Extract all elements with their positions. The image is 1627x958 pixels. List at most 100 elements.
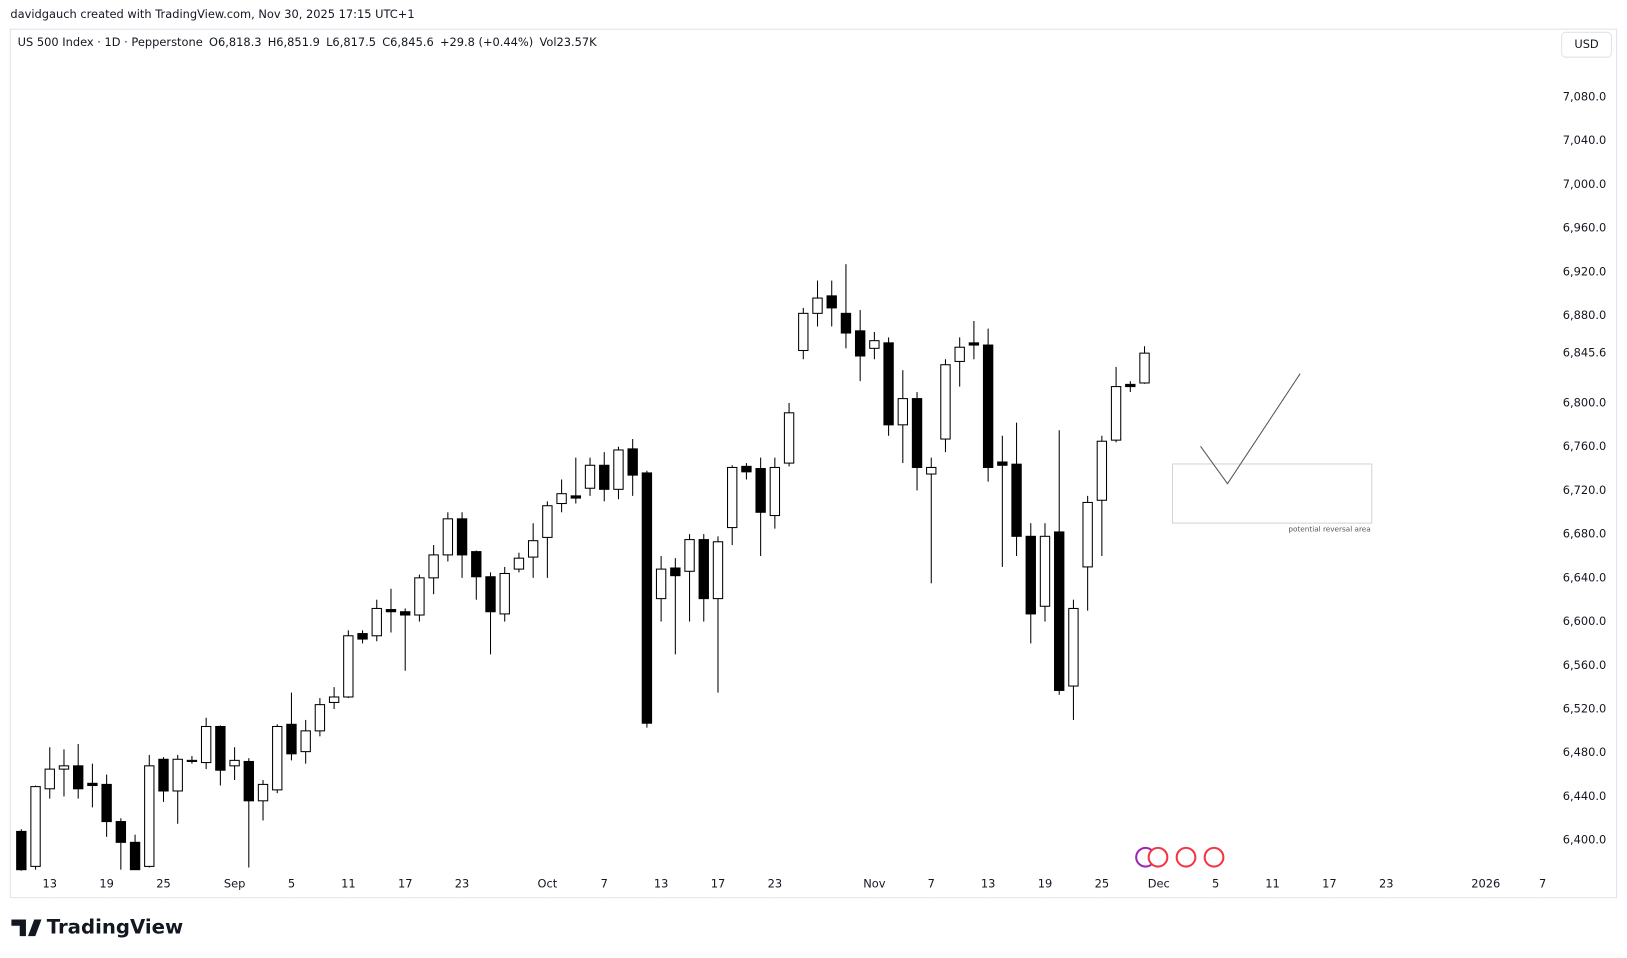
candle-body — [272, 725, 283, 791]
candle-body — [982, 344, 994, 468]
y-tick-label: 6,400.0 — [1563, 833, 1607, 847]
candle-body — [442, 518, 454, 556]
candle-body — [1096, 440, 1108, 501]
x-tick-label: Dec — [1148, 877, 1170, 891]
candle-body — [869, 340, 880, 349]
candle-body — [30, 786, 41, 867]
candle-body — [1125, 383, 1136, 388]
y-tick-label: 6,720.0 — [1563, 483, 1607, 497]
x-tick-label: 11 — [341, 877, 356, 891]
candle-body — [428, 554, 439, 579]
candle-body — [940, 364, 951, 440]
candle-body — [769, 466, 781, 517]
x-tick-label: 17 — [398, 877, 413, 891]
x-tick-label: Sep — [224, 877, 245, 891]
candle-body — [556, 493, 567, 505]
candle-body — [627, 448, 638, 476]
x-tick-label: 5 — [288, 877, 295, 891]
y-tick-label: 6,560.0 — [1563, 658, 1607, 672]
event-icon[interactable] — [1175, 846, 1197, 868]
legend-item: Vol23.57K — [539, 35, 597, 49]
candle-body — [570, 495, 581, 499]
currency-box[interactable] — [1561, 31, 1612, 58]
candle-body — [826, 295, 837, 309]
x-tick-label: 25 — [156, 877, 171, 891]
candle-body — [144, 765, 155, 867]
x-tick-label: Nov — [863, 877, 886, 891]
logo: TradingView — [11, 915, 183, 938]
candle-body — [414, 577, 425, 616]
candle-body — [798, 312, 809, 352]
candle-body — [1110, 386, 1122, 441]
event-icon[interactable] — [1147, 846, 1169, 868]
candle-body — [599, 464, 610, 490]
credit: davidgauch created with TradingView.com,… — [10, 7, 414, 21]
candle-body — [300, 730, 311, 753]
candle-body — [314, 704, 326, 732]
candle-body — [1139, 352, 1150, 384]
candle-body — [854, 330, 866, 357]
candle-body — [343, 635, 354, 698]
candle-body — [741, 465, 752, 473]
x-tick-label: 13 — [43, 877, 58, 891]
x-tick-label: 7 — [928, 877, 935, 891]
candle-body — [357, 633, 368, 640]
candle-body — [87, 782, 98, 787]
candle-body — [101, 783, 112, 823]
y-tick-label: 7,000.0 — [1563, 177, 1607, 191]
candle-body — [997, 461, 1008, 466]
x-tick-label: 23 — [455, 877, 470, 891]
candle-body — [840, 312, 852, 334]
x-tick-label: 19 — [1038, 877, 1053, 891]
candle-body — [73, 765, 84, 790]
x-tick-label: 5 — [1212, 877, 1219, 891]
candle-body — [712, 541, 724, 600]
candle-body — [1068, 607, 1079, 687]
legend-item: C6,845.6 — [382, 35, 434, 49]
candle-body — [400, 611, 411, 616]
legend-item: L6,817.5 — [326, 35, 376, 49]
candle-body — [954, 346, 965, 362]
logo-text: TradingView — [47, 915, 183, 938]
candle-body — [727, 466, 738, 529]
x-tick-label: 7 — [1539, 877, 1546, 891]
currency[interactable]: USD — [1574, 37, 1599, 51]
candle-body — [926, 466, 937, 475]
logo-mark — [11, 919, 42, 937]
legend-item: +29.8 (+0.44%) — [440, 35, 533, 49]
last-price-label: 6,845.6 — [1563, 346, 1607, 360]
x-tick-label: Oct — [538, 877, 558, 891]
candle-body — [513, 557, 525, 570]
candle-body — [613, 449, 624, 490]
candle-body — [16, 830, 27, 871]
candle-body — [186, 759, 198, 762]
y-tick-label: 6,600.0 — [1563, 614, 1607, 628]
y-tick-label: 6,520.0 — [1563, 702, 1607, 716]
legend-item: O6,818.3 — [209, 35, 262, 49]
candle-body — [200, 725, 212, 764]
candle-body — [698, 539, 709, 600]
reversal-box — [1172, 463, 1373, 524]
candle-body — [44, 768, 55, 790]
y-tick-label: 6,960.0 — [1563, 221, 1607, 235]
legend-item: H6,851.9 — [268, 35, 320, 49]
candle-body — [243, 760, 254, 802]
candle-body — [897, 398, 909, 426]
x-tick-label: 19 — [99, 877, 114, 891]
legend: US 500 Index · 1D · Pepperstone O6,818.3 H… — [18, 35, 598, 49]
candle-body — [328, 696, 340, 703]
x-tick-label: 17 — [711, 877, 726, 891]
candle-body — [215, 725, 226, 771]
candle-body — [471, 551, 482, 578]
candle-body — [968, 342, 980, 346]
candle-body — [257, 783, 269, 802]
y-tick-label: 6,480.0 — [1563, 745, 1607, 759]
x-tick-label: 13 — [981, 877, 996, 891]
candle-body — [115, 821, 127, 843]
y-tick-label: 6,760.0 — [1563, 439, 1607, 453]
x-tick-label: 7 — [601, 877, 608, 891]
candle-body — [812, 297, 823, 314]
candle-body — [371, 607, 382, 637]
event-icon[interactable] — [1203, 846, 1225, 868]
